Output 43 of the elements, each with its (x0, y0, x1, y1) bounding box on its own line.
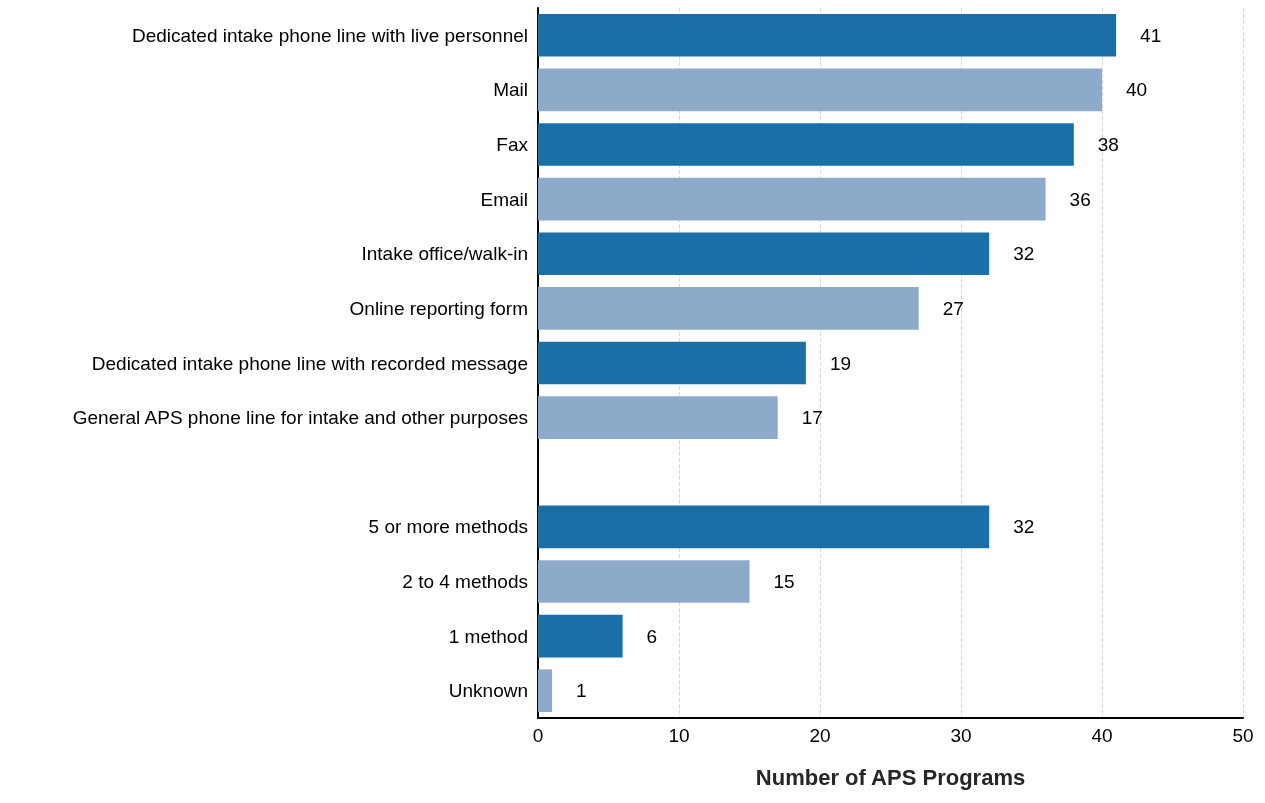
y-tick-label: 2 to 4 methods (402, 570, 528, 592)
x-tick-label: 20 (809, 725, 831, 746)
y-tick-label: Mail (493, 79, 528, 101)
x-tick-label: 30 (950, 725, 972, 746)
y-tick-label: Dedicated intake phone line with recorded message (91, 352, 528, 374)
data-label: 40 (1126, 79, 1148, 101)
data-label: 15 (773, 570, 795, 592)
bar (538, 14, 1117, 57)
data-label: 41 (1140, 24, 1162, 46)
y-tick-label: Email (480, 188, 528, 210)
bar (538, 68, 1102, 112)
x-tick-label: 10 (668, 725, 690, 746)
data-label: 17 (801, 407, 823, 429)
x-tick-label: 0 (532, 725, 544, 746)
data-label: 19 (829, 352, 852, 374)
bar (538, 177, 1046, 221)
y-tick-label: 1 method (448, 625, 528, 647)
y-tick-label: 5 or more methods (368, 516, 528, 538)
y-tick-label: General APS phone line for intake and other purposes (72, 407, 528, 429)
bar (538, 669, 553, 712)
data-label: 36 (1069, 188, 1091, 210)
data-label: 38 (1097, 134, 1119, 156)
data-label: 6 (646, 625, 658, 647)
y-tick-label: Unknown (448, 680, 528, 702)
bar (538, 560, 750, 603)
bar (538, 287, 919, 330)
data-label: 32 (1013, 243, 1035, 265)
data-label: 32 (1013, 516, 1035, 538)
data-label: 27 (942, 297, 964, 319)
bar (538, 505, 990, 549)
bar (538, 123, 1074, 166)
y-tick-label: Online reporting form (349, 297, 528, 319)
x-axis-title: Number of APS Programs (755, 764, 1026, 790)
bar (538, 396, 778, 439)
y-tick-label: Dedicated intake phone line with live personnel (131, 24, 528, 46)
x-tick-label: 40 (1091, 725, 1113, 746)
y-tick-label: Fax (496, 134, 529, 156)
bar (538, 341, 806, 385)
bar (538, 614, 623, 658)
bar (538, 232, 990, 276)
y-tick-label: Intake office/walk-in (361, 243, 528, 265)
data-label: 1 (576, 680, 587, 702)
x-tick-label: 50 (1232, 725, 1254, 746)
